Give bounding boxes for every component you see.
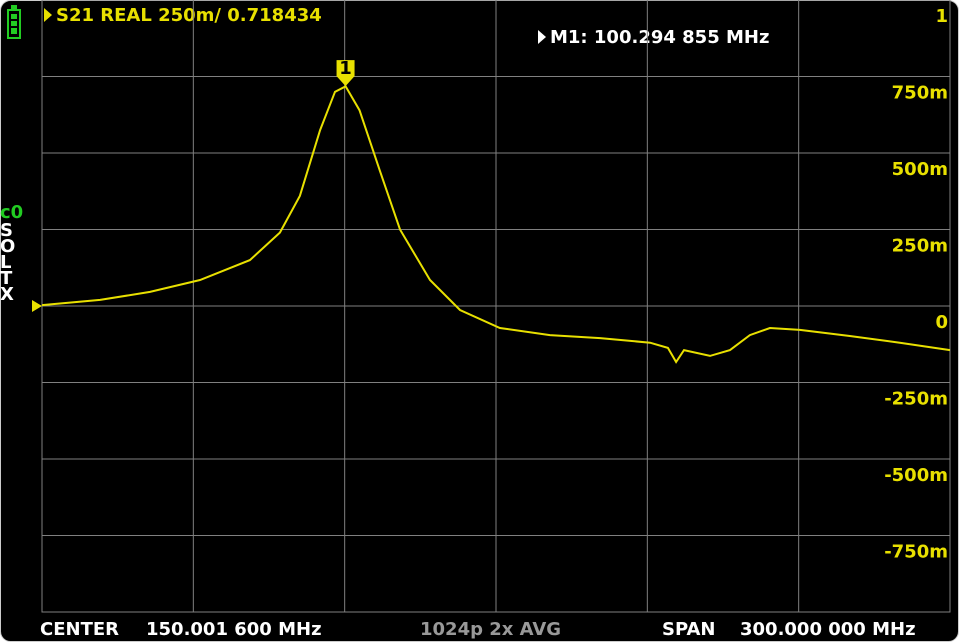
cal-flag: X xyxy=(0,284,14,305)
y-tick-label: 0 xyxy=(935,312,948,333)
cal-flag: T xyxy=(0,268,13,289)
marker-info: M1: 100.294 855 MHz xyxy=(550,27,769,48)
y-tick-label: -500m xyxy=(884,465,948,486)
calibration: c0 xyxy=(0,202,23,223)
marker-flag xyxy=(336,60,355,87)
y-tick-label: -250m xyxy=(884,389,948,410)
y-tick-label: 750m xyxy=(892,83,948,104)
span-label: SPAN xyxy=(662,619,716,640)
y-tick-label: -750m xyxy=(884,542,948,563)
cal-flag: O xyxy=(0,236,15,257)
marker-label: 1 xyxy=(339,58,352,79)
trace-info: S21 REAL 250m/ 0.718434 xyxy=(56,5,322,26)
battery-icon xyxy=(7,5,21,39)
reference-marker xyxy=(32,300,42,312)
center-label: CENTER xyxy=(40,619,119,640)
y-tick-label: 1 xyxy=(935,6,948,27)
center-frequency: 150.001 600 MHz xyxy=(146,619,322,640)
cal-flag: S xyxy=(0,220,13,241)
y-tick-label: 250m xyxy=(892,236,948,257)
span-frequency: 300.000 000 MHz xyxy=(740,619,916,640)
y-tick-label: 500m xyxy=(892,159,948,180)
points-info: 1024p 2x AVG xyxy=(420,619,561,640)
cal-flag: L xyxy=(0,252,11,273)
trace xyxy=(41,84,951,364)
marker-indicator xyxy=(538,30,546,44)
trace-indicator xyxy=(44,8,52,22)
